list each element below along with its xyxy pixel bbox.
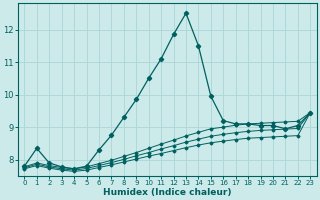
X-axis label: Humidex (Indice chaleur): Humidex (Indice chaleur): [103, 188, 232, 197]
